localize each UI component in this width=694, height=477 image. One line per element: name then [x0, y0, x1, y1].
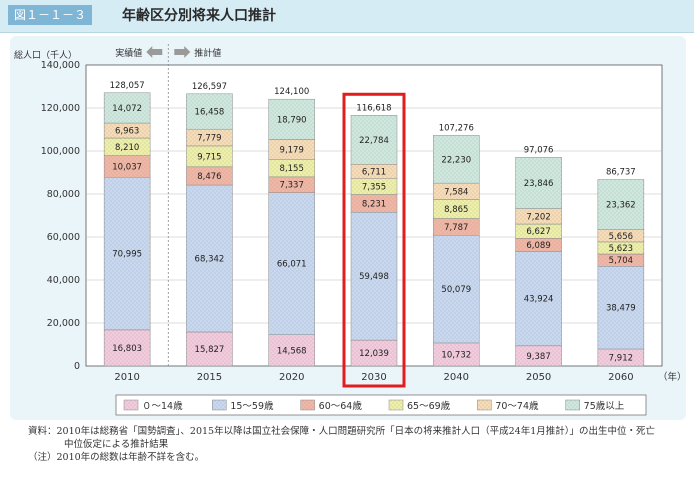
x-tick-label: 2010	[114, 372, 139, 383]
total-value-label: 107,276	[439, 123, 474, 133]
segment-value-label: 15,827	[195, 345, 225, 355]
x-tick-label: 2050	[526, 372, 551, 383]
segment-value-label: 66,071	[277, 260, 307, 270]
legend-label: ０～14歳	[142, 400, 183, 412]
segment-value-label: 16,458	[195, 108, 225, 118]
segment-value-label: 9,387	[526, 352, 550, 362]
segment-value-label: 68,342	[195, 255, 225, 265]
segment-value-label: 5,704	[609, 256, 633, 266]
legend-swatch-texture	[389, 400, 403, 410]
legend-label: 65～69歳	[407, 400, 451, 412]
total-value-label: 97,076	[524, 145, 554, 155]
segment-value-label: 22,230	[441, 155, 471, 165]
segment-value-label: 7,202	[526, 212, 550, 222]
segment-value-label: 43,924	[524, 295, 554, 305]
footnotes: 資料：2010年は総務省「国勢調査」、2015年以降は国立社会保障・人口問題研究…	[28, 425, 688, 464]
footnote-source: 資料：2010年は総務省「国勢調査」、2015年以降は国立社会保障・人口問題研究…	[28, 425, 688, 438]
segment-value-label: 12,039	[359, 349, 389, 359]
legend-label: 60～64歳	[319, 400, 363, 412]
footnote-note: （注）2010年の総数は年齢不詳を含む。	[28, 451, 688, 464]
y-tick-label: 60,000	[47, 232, 80, 243]
segment-value-label: 14,072	[112, 104, 142, 114]
total-value-label: 86,737	[606, 168, 636, 178]
x-tick-label: 2015	[197, 372, 222, 383]
x-tick-label: 2020	[279, 372, 304, 383]
legend-swatch-texture	[212, 400, 226, 410]
segment-value-label: 50,079	[441, 285, 471, 295]
estimate-label: 推計値	[194, 47, 221, 59]
segment-value-label: 7,584	[444, 187, 468, 197]
y-tick-label: 0	[74, 361, 80, 372]
legend-swatch-texture	[477, 400, 491, 410]
total-value-label: 116,618	[356, 103, 391, 113]
figure-header: 図１－１－３ 年齢区分別将来人口推計	[0, 0, 694, 33]
segment-value-label: 23,846	[524, 179, 554, 189]
x-tick-label: 2030	[361, 372, 386, 383]
segment-value-label: 16,803	[112, 344, 142, 354]
y-tick-label: 40,000	[47, 275, 80, 286]
chart-panel: 16,803 70,995 10,037 8,210 6,963 14,072 128,05…	[10, 36, 686, 420]
segment-value-label: 10,732	[441, 350, 471, 360]
segment-value-label: 8,231	[362, 199, 386, 209]
segment-value-label: 7,337	[280, 181, 304, 191]
segment-value-label: 7,355	[362, 183, 386, 193]
segment-value-label: 70,995	[112, 250, 142, 260]
y-tick-label: 80,000	[47, 189, 80, 200]
legend-label: 70～74歳	[495, 400, 539, 412]
segment-value-label: 14,568	[277, 346, 307, 356]
footnote-source-cont: 中位仮定による推計結果	[28, 438, 688, 451]
segment-value-label: 8,210	[115, 143, 139, 153]
segment-value-label: 5,656	[609, 232, 633, 242]
legend-label: 75歳以上	[584, 400, 625, 412]
segment-value-label: 8,155	[280, 164, 304, 174]
y-tick-label: 100,000	[41, 146, 80, 157]
segment-value-label: 5,623	[609, 244, 633, 254]
figure-title: 年齢区分別将来人口推計	[122, 6, 276, 26]
segment-value-label: 9,715	[197, 152, 221, 162]
segment-value-label: 6,627	[526, 227, 550, 237]
left-arrow-icon	[146, 46, 162, 58]
segment-value-label: 10,037	[112, 162, 142, 172]
total-value-label: 126,597	[192, 82, 227, 92]
segment-value-label: 59,498	[359, 272, 389, 282]
segment-value-label: 7,779	[197, 134, 221, 144]
segment-value-label: 6,963	[115, 127, 139, 137]
y-tick-label: 140,000	[41, 60, 80, 71]
x-tick-label: 2060	[608, 372, 633, 383]
population-chart: 16,803 70,995 10,037 8,210 6,963 14,072 128,05…	[10, 36, 686, 420]
x-tick-label: 2040	[444, 372, 469, 383]
legend-swatch-texture	[566, 400, 580, 410]
x-axis-unit-label: （年）	[658, 371, 686, 383]
segment-value-label: 23,362	[606, 201, 636, 211]
y-tick-label: 120,000	[41, 103, 80, 114]
figure-label: 図１－１－３	[8, 5, 92, 25]
segment-value-label: 9,179	[280, 145, 304, 155]
total-value-label: 128,057	[110, 81, 145, 91]
actual-label: 実績値	[115, 47, 142, 59]
y-tick-label: 20,000	[47, 318, 80, 329]
total-value-label: 124,100	[274, 87, 309, 97]
legend-label: 15～59歳	[230, 400, 274, 412]
segment-value-label: 6,711	[362, 167, 386, 177]
y-axis-label: 総人口（千人）	[14, 49, 77, 61]
segment-value-label: 38,479	[606, 304, 636, 314]
segment-value-label: 8,476	[197, 172, 221, 182]
segment-value-label: 8,865	[444, 205, 468, 215]
right-arrow-icon	[174, 46, 190, 58]
segment-value-label: 7,912	[609, 353, 633, 363]
legend-swatch-texture	[124, 400, 138, 410]
segment-value-label: 7,787	[444, 223, 468, 233]
segment-value-label: 6,089	[526, 241, 550, 251]
legend-swatch-texture	[301, 400, 315, 410]
segment-value-label: 22,784	[359, 136, 389, 146]
segment-value-label: 18,790	[277, 115, 307, 125]
